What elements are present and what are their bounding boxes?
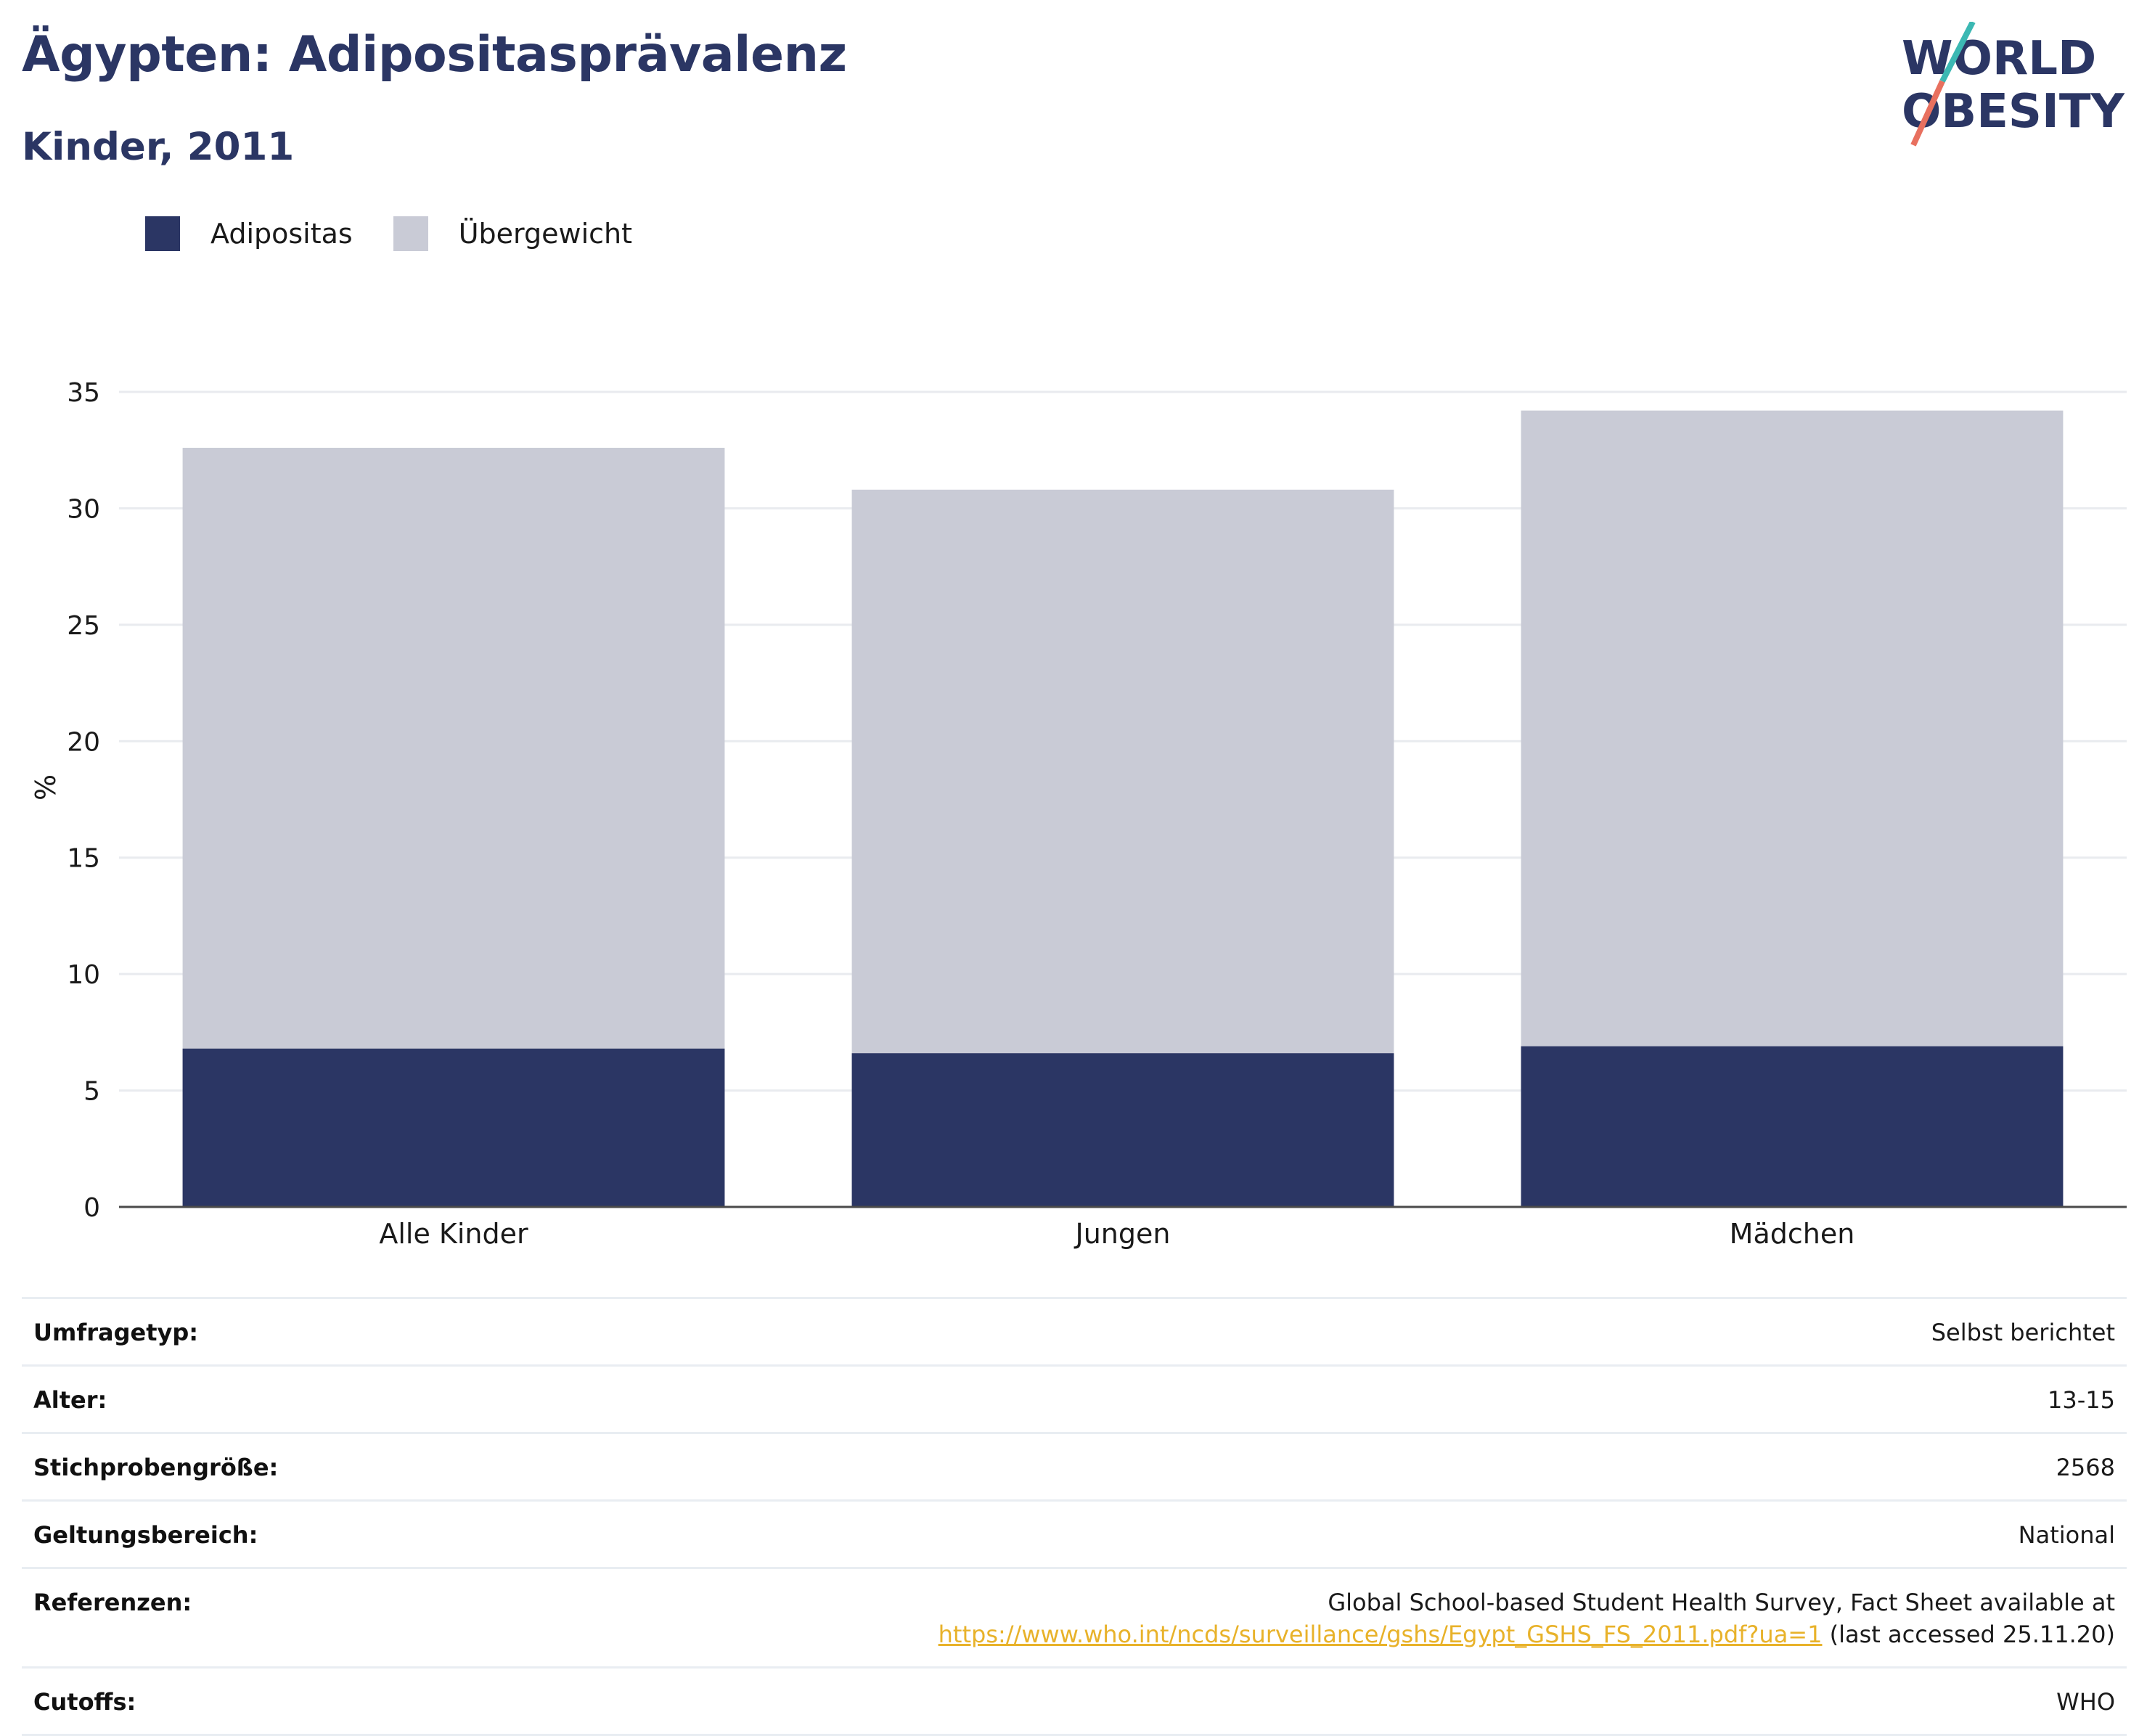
page-title: Ägypten: Adipositasprävalenz <box>22 26 847 83</box>
meta-value-references: Global School-based Student Health Surve… <box>938 1586 2115 1650</box>
bars <box>182 410 2064 1207</box>
chart-legend: Adipositas Übergewicht <box>145 216 673 251</box>
legend-item-adipositas[interactable]: Adipositas <box>145 216 353 251</box>
meta-key: Cutoffs: <box>33 1688 136 1716</box>
legend-item-uebergewicht[interactable]: Übergewicht <box>393 216 632 251</box>
meta-value: National <box>2018 1521 2115 1549</box>
meta-key: Stichprobengröße: <box>33 1454 279 1481</box>
meta-row-stichprobe: Stichprobengröße: 2568 <box>22 1434 2127 1502</box>
legend-label-adipositas: Adipositas <box>210 218 353 250</box>
meta-key: Referenzen: <box>33 1589 192 1616</box>
x-tick-label: Mädchen <box>1730 1218 1855 1250</box>
meta-value: Selbst berichtet <box>1931 1319 2115 1346</box>
y-tick-label: 35 <box>67 378 100 408</box>
meta-key: Umfragetyp: <box>33 1319 199 1346</box>
y-tick-label: 20 <box>67 727 100 757</box>
y-tick-label: 15 <box>67 844 100 874</box>
x-tick-label: Alle Kinder <box>379 1218 528 1250</box>
meta-value: WHO <box>2056 1688 2115 1716</box>
bar-chart: 0 5 10 15 20 25 30 35 Alle Kinder Jungen Mädchen % <box>30 378 2127 1250</box>
y-tick-label: 0 <box>83 1193 100 1223</box>
metadata-table: Umfragetyp: Selbst berichtet Alter: 13-1… <box>22 1297 2127 1736</box>
meta-row-geltungsbereich: Geltungsbereich: National <box>22 1502 2127 1569</box>
bar-adipositas <box>851 1053 1394 1207</box>
meta-value: 13-15 <box>2048 1386 2115 1414</box>
logo-text-world: WORLD <box>1902 32 2096 86</box>
legend-label-uebergewicht: Übergewicht <box>458 218 632 250</box>
y-axis-title: % <box>30 774 62 801</box>
legend-swatch-adipositas <box>145 216 180 251</box>
meta-key: Geltungsbereich: <box>33 1521 258 1549</box>
reference-suffix: (last accessed 25.11.20) <box>1822 1621 2115 1648</box>
y-tick-label: 5 <box>83 1077 100 1107</box>
meta-value: 2568 <box>2056 1454 2115 1481</box>
legend-swatch-uebergewicht <box>393 216 428 251</box>
meta-key: Alter: <box>33 1386 107 1414</box>
logo-slash-red <box>1910 80 1945 147</box>
meta-row-alter: Alter: 13-15 <box>22 1367 2127 1434</box>
bar-adipositas <box>1521 1046 2064 1207</box>
reference-link[interactable]: https://www.who.int/ncds/surveillance/gs… <box>938 1621 1823 1648</box>
logo-slash-teal <box>1939 22 1976 83</box>
meta-row-cutoffs: Cutoffs: WHO <box>22 1669 2127 1736</box>
y-tick-label: 25 <box>67 611 100 641</box>
meta-row-umfragetyp: Umfragetyp: Selbst berichtet <box>22 1299 2127 1367</box>
reference-text: Global School-based Student Health Surve… <box>1328 1589 2115 1616</box>
bar-adipositas <box>182 1048 725 1207</box>
page-subtitle: Kinder, 2011 <box>22 125 295 169</box>
y-tick-label: 30 <box>67 494 100 524</box>
x-tick-label: Jungen <box>1074 1218 1171 1250</box>
world-obesity-logo: WORLD OBESITY <box>1902 22 2124 147</box>
meta-row-referenzen: Referenzen: Global School-based Student … <box>22 1569 2127 1669</box>
y-tick-label: 10 <box>67 960 100 990</box>
axes: 0 5 10 15 20 25 30 35 Alle Kinder Jungen Mädchen <box>67 378 2127 1250</box>
